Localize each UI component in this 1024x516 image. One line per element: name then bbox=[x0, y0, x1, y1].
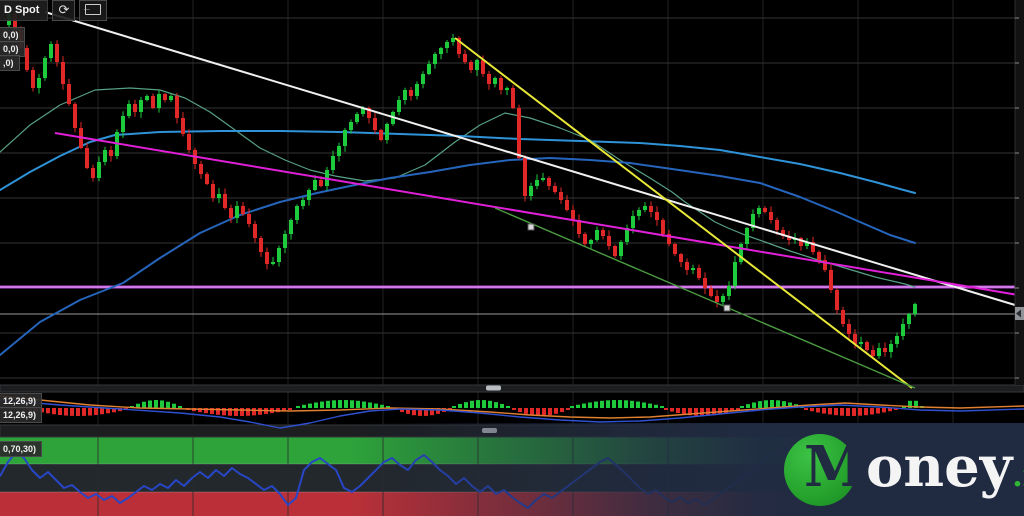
magenta-trendline[interactable] bbox=[54, 132, 1024, 297]
logo-letter-m: M bbox=[804, 434, 866, 500]
ma-light-blue bbox=[0, 130, 916, 194]
candlestick-series bbox=[7, 8, 917, 359]
chart-toolbar: D Spot ⟳ bbox=[0, 0, 108, 24]
drag-handle[interactable] bbox=[723, 304, 731, 312]
ma-teal bbox=[0, 87, 916, 288]
refresh-icon: ⟳ bbox=[58, 2, 70, 17]
logo-circle bbox=[784, 434, 856, 506]
yellow-trendline[interactable] bbox=[454, 37, 913, 389]
logo-word-rest: oney bbox=[866, 434, 1013, 500]
oscillator-legend: 0,70,30) bbox=[0, 441, 43, 457]
macd-main-line bbox=[0, 399, 1024, 429]
logo-wordmark: Money.it bbox=[804, 434, 1024, 500]
right-price-axis[interactable] bbox=[1014, 0, 1024, 385]
watermark-overlay: Money.it bbox=[350, 423, 1024, 516]
refresh-button[interactable]: ⟳ bbox=[52, 0, 76, 21]
logo-tld: .it bbox=[1012, 459, 1024, 494]
macd-legend-2: 12,26,9) bbox=[0, 407, 43, 423]
drag-handle[interactable] bbox=[527, 223, 535, 231]
snapshot-button[interactable] bbox=[79, 0, 108, 21]
trendline-handles[interactable] bbox=[527, 223, 731, 312]
macd-signal-line bbox=[0, 395, 1024, 419]
panel-divider-1 bbox=[0, 384, 1024, 393]
money-it-logo: Money.it bbox=[782, 432, 1024, 510]
snapshot-icon bbox=[82, 0, 102, 16]
ma-steel-blue bbox=[0, 157, 916, 356]
green-trendline[interactable] bbox=[494, 207, 916, 389]
symbol-title: D Spot bbox=[0, 0, 49, 21]
scrollbar-thumb[interactable] bbox=[486, 385, 501, 391]
macd-histogram bbox=[28, 400, 924, 416]
overlay-legend-3: ,0) bbox=[0, 55, 20, 71]
white-trendline[interactable] bbox=[44, 11, 1016, 306]
